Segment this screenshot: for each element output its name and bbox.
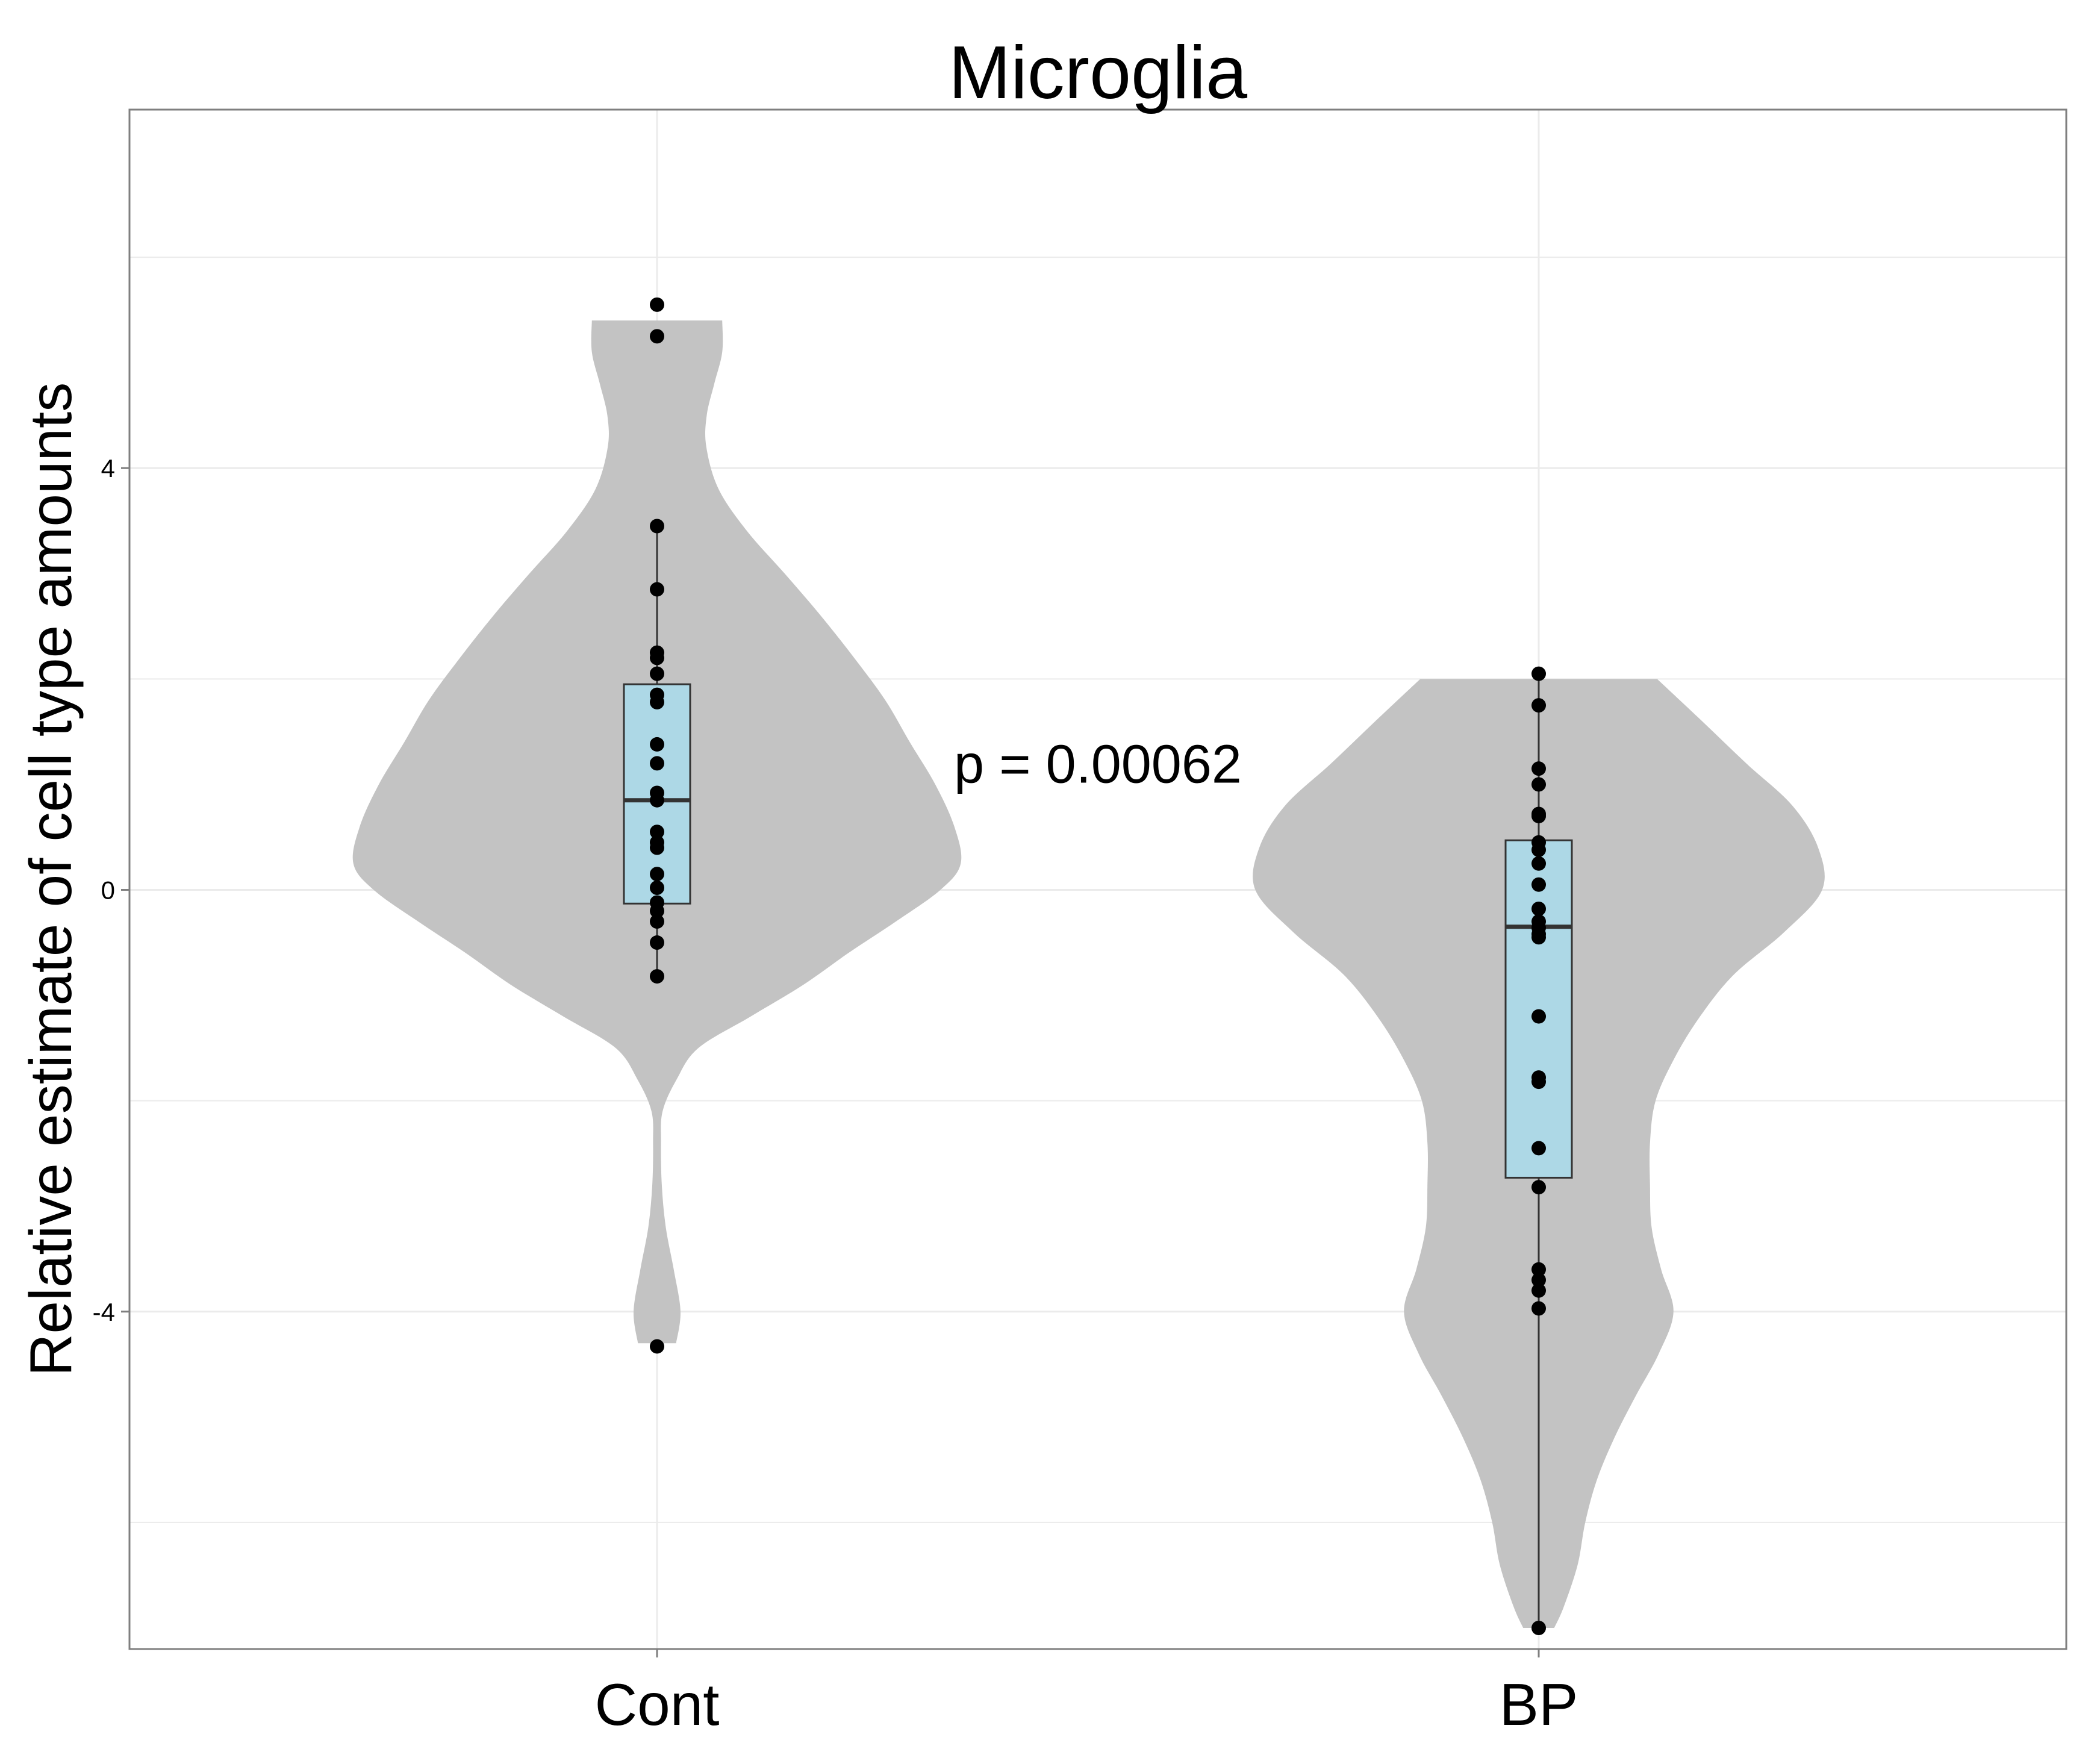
axes: -4 0 4 Cont BP	[93, 454, 1578, 1738]
data-point	[650, 867, 664, 882]
data-point	[650, 582, 664, 597]
data-point	[650, 694, 664, 709]
box-bp	[1504, 839, 1573, 1179]
data-point	[1531, 1620, 1546, 1635]
panel-border	[128, 108, 2067, 1650]
data-point	[650, 793, 664, 808]
data-point	[1531, 1301, 1546, 1316]
y-axis-label: Relative estimate of cell type amounts	[17, 382, 84, 1376]
y-tick-label: 0	[101, 876, 115, 905]
x-tick-label: Cont	[594, 1671, 719, 1738]
data-point	[1531, 808, 1546, 823]
y-tick-label: -4	[93, 1298, 115, 1326]
p-value-annotation: p = 0.00062	[954, 734, 1242, 794]
chart-title: Microglia	[949, 31, 1247, 114]
data-point	[1531, 1273, 1546, 1288]
x-tick-label: BP	[1500, 1671, 1578, 1738]
data-point	[650, 914, 664, 929]
data-point	[1531, 1283, 1546, 1298]
data-point	[650, 329, 664, 344]
data-point	[650, 1339, 664, 1354]
data-point	[650, 935, 664, 950]
data-point	[1531, 761, 1546, 776]
data-points	[650, 297, 1546, 1635]
data-point	[1531, 666, 1546, 681]
data-point	[1531, 842, 1546, 857]
data-point	[650, 519, 664, 534]
data-point	[650, 666, 664, 681]
data-point	[1531, 1262, 1546, 1277]
data-point	[650, 840, 664, 855]
data-point	[650, 825, 664, 840]
data-point	[1531, 1074, 1546, 1090]
data-point	[1531, 902, 1546, 917]
data-point	[650, 756, 664, 771]
data-point	[1531, 930, 1546, 945]
data-point	[1531, 1009, 1546, 1024]
data-point	[650, 737, 664, 752]
data-point	[650, 650, 664, 666]
data-point	[650, 881, 664, 896]
data-point	[1531, 777, 1546, 792]
data-point	[1531, 1141, 1546, 1156]
y-tick-label: 4	[101, 454, 115, 482]
data-point	[1531, 698, 1546, 713]
data-point	[650, 969, 664, 984]
data-point	[1531, 856, 1546, 871]
boxplots	[623, 526, 1573, 1628]
data-point	[650, 297, 664, 312]
data-point	[1531, 1180, 1546, 1195]
data-point	[650, 903, 664, 918]
data-point	[1531, 877, 1546, 892]
